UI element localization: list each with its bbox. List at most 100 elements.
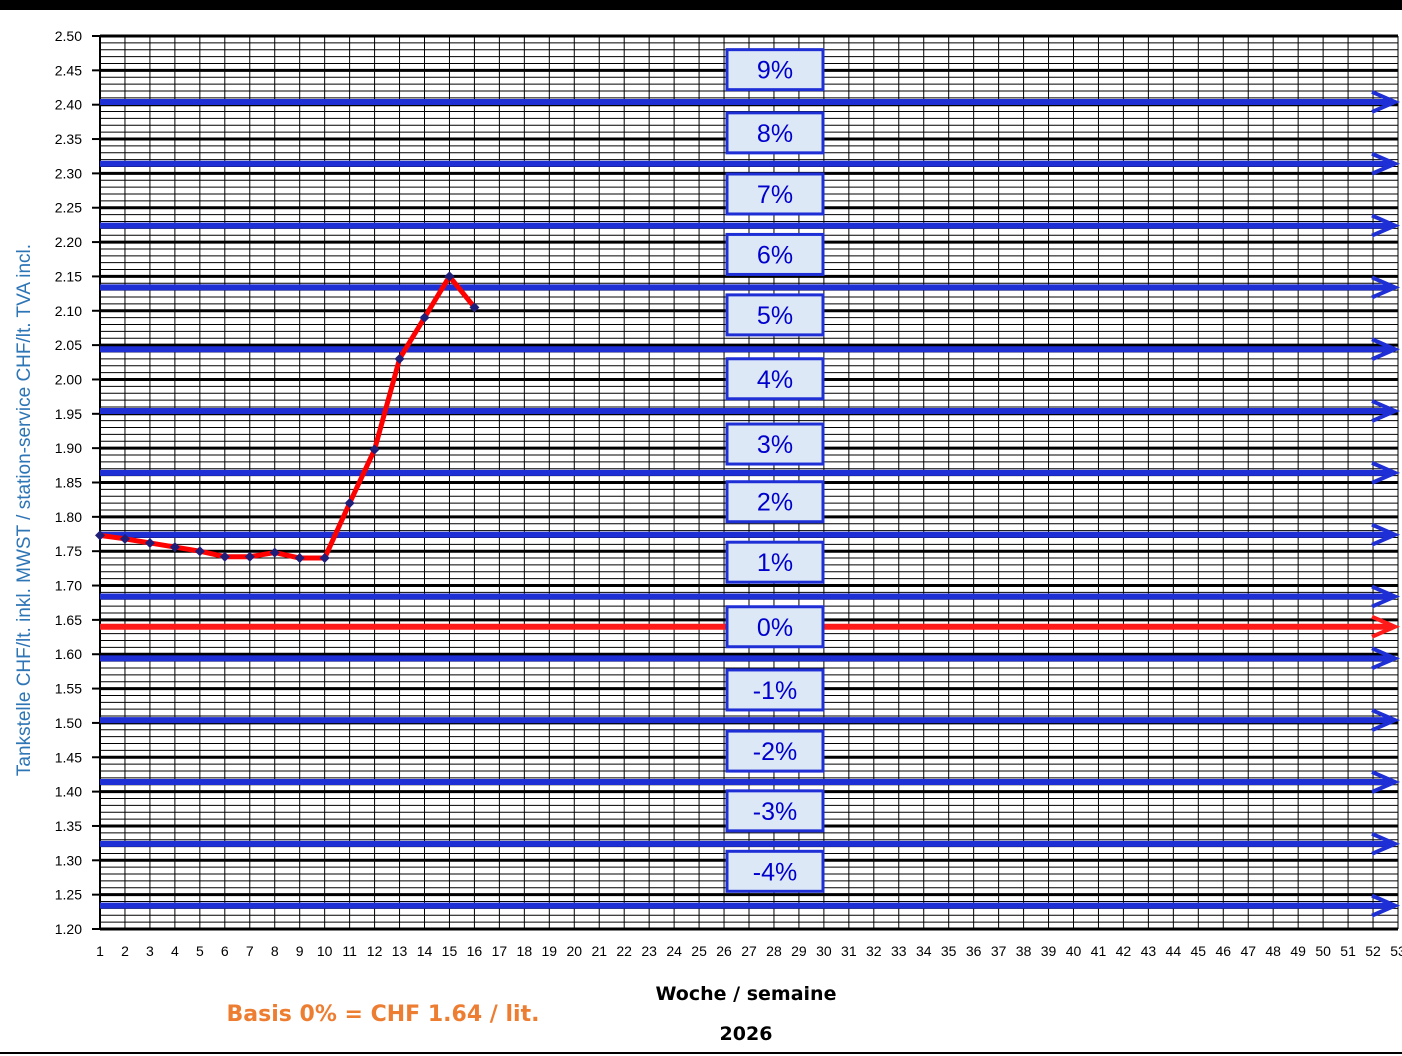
percent-label-box: -2% bbox=[725, 729, 825, 773]
arrow-head-icon bbox=[1371, 893, 1401, 918]
arrow-head-icon bbox=[1371, 337, 1401, 362]
x-tick-label: 30 bbox=[816, 943, 832, 959]
reference-line bbox=[100, 275, 1401, 300]
y-tick-label: 1.80 bbox=[55, 509, 82, 525]
x-tick-label: 12 bbox=[367, 943, 383, 959]
percent-label-text: 3% bbox=[757, 431, 793, 459]
percent-label-frame bbox=[725, 480, 825, 524]
data-point bbox=[194, 546, 205, 557]
x-tick-label: 11 bbox=[342, 943, 357, 959]
x-tick-label: 24 bbox=[666, 943, 682, 959]
percent-label-box: -1% bbox=[725, 668, 825, 712]
x-tick-label: 5 bbox=[196, 943, 204, 959]
x-tick-label: 50 bbox=[1315, 943, 1331, 959]
y-tick-label: 2.25 bbox=[55, 200, 82, 216]
arrow-head-icon bbox=[1371, 399, 1401, 423]
reference-line bbox=[100, 770, 1401, 794]
y-tick-label: 2.40 bbox=[55, 97, 82, 113]
y-tick-label: 1.85 bbox=[55, 475, 82, 491]
percent-label-frame bbox=[725, 422, 825, 466]
x-tick-label: 31 bbox=[841, 943, 857, 959]
data-point bbox=[269, 547, 280, 558]
x-tick-label: 20 bbox=[566, 943, 582, 959]
y-tick-label: 1.25 bbox=[55, 887, 82, 903]
x-tick-label: 8 bbox=[271, 943, 279, 959]
y-tick-label: 2.20 bbox=[55, 234, 82, 250]
x-tick-label: 9 bbox=[296, 943, 304, 959]
arrow-head-icon bbox=[1371, 614, 1401, 639]
bottom-border bbox=[0, 1052, 1402, 1054]
percent-label-frame bbox=[725, 605, 825, 649]
data-point bbox=[294, 553, 305, 564]
data-point bbox=[244, 551, 255, 562]
x-tick-label: 46 bbox=[1215, 943, 1231, 959]
arrow-head-icon bbox=[1371, 90, 1401, 114]
basis-label: Basis 0% = CHF 1.64 / lit. bbox=[227, 1002, 540, 1027]
reference-line bbox=[100, 461, 1401, 485]
data-point bbox=[444, 271, 455, 282]
x-tick-label: 28 bbox=[766, 943, 782, 959]
y-axis-label: Tankstelle CHF/lt. inkl. MWST / station-… bbox=[14, 244, 35, 776]
x-tick-label: 52 bbox=[1365, 943, 1381, 959]
x-tick-label: 14 bbox=[417, 943, 433, 959]
percent-label-text: -3% bbox=[753, 798, 797, 826]
x-tick-label: 38 bbox=[1016, 943, 1032, 959]
x-tick-label: 3 bbox=[146, 943, 154, 959]
y-tick-label: 1.20 bbox=[55, 921, 82, 937]
series-line bbox=[99, 273, 477, 561]
y-tick-label: 2.50 bbox=[55, 28, 82, 44]
x-tick-label: 49 bbox=[1290, 943, 1306, 959]
x-tick-label: 37 bbox=[991, 943, 1007, 959]
percent-label-text: -1% bbox=[753, 677, 797, 705]
data-point bbox=[169, 542, 180, 553]
x-tick-label: 18 bbox=[517, 943, 533, 959]
x-tick-label: 6 bbox=[221, 943, 229, 959]
x-tick-label: 44 bbox=[1166, 943, 1182, 959]
y-tick-label: 1.35 bbox=[55, 818, 82, 834]
reference-line bbox=[100, 893, 1401, 918]
x-tick-label: 15 bbox=[442, 943, 458, 959]
arrow-head-icon bbox=[1371, 646, 1401, 671]
y-tick-label: 2.00 bbox=[55, 371, 82, 387]
x-tick-label: 25 bbox=[691, 943, 707, 959]
x-tick-label: 51 bbox=[1340, 943, 1356, 959]
y-tick-label: 2.45 bbox=[55, 62, 82, 78]
x-tick-label: 36 bbox=[966, 943, 982, 959]
percent-label-frame bbox=[725, 293, 825, 337]
data-point bbox=[369, 444, 380, 455]
x-tick-label: 32 bbox=[866, 943, 882, 959]
y-tick-label: 2.10 bbox=[55, 303, 82, 319]
x-tick-label: 21 bbox=[591, 943, 607, 959]
percent-label-frame bbox=[725, 849, 825, 893]
y-tick-label: 2.05 bbox=[55, 337, 82, 353]
data-point bbox=[144, 537, 155, 548]
x-tick-label: 10 bbox=[317, 943, 333, 959]
percent-label-text: -4% bbox=[753, 858, 797, 886]
percent-label-box: 9% bbox=[725, 48, 825, 92]
percent-label-box: 8% bbox=[725, 111, 825, 155]
x-tick-label: 45 bbox=[1191, 943, 1207, 959]
arrow-head-icon bbox=[1371, 584, 1401, 609]
percent-label-frame bbox=[725, 232, 825, 276]
x-tick-label: 47 bbox=[1240, 943, 1256, 959]
percent-labels: 9% 8% 7% 6% 5% 4% 3% 2% 1% 0% -1% -2% -3% -4% bbox=[725, 48, 825, 893]
percent-label-box: 7% bbox=[725, 172, 825, 216]
x-tick-label: 4 bbox=[171, 943, 179, 959]
x-tick-label: 33 bbox=[891, 943, 907, 959]
percent-label-frame bbox=[725, 729, 825, 773]
percent-label-box: 6% bbox=[725, 232, 825, 276]
percent-label-text: 1% bbox=[757, 549, 793, 577]
data-point bbox=[319, 553, 330, 564]
percent-label-text: 0% bbox=[757, 614, 793, 642]
arrow-head-icon bbox=[1371, 708, 1401, 733]
series bbox=[95, 271, 480, 564]
y-tick-label: 1.95 bbox=[55, 406, 82, 422]
arrow-head-icon bbox=[1371, 213, 1401, 238]
data-point bbox=[469, 302, 480, 313]
x-tick-label: 27 bbox=[741, 943, 757, 959]
y-tick-label: 1.75 bbox=[55, 543, 82, 559]
tick-labels: 1.20 1.25 1.30 1.35 1.40 1.45 1.50 1.55 1.60 1.65… bbox=[55, 28, 1402, 959]
reference-line bbox=[100, 708, 1401, 733]
percent-label-frame bbox=[725, 540, 825, 584]
